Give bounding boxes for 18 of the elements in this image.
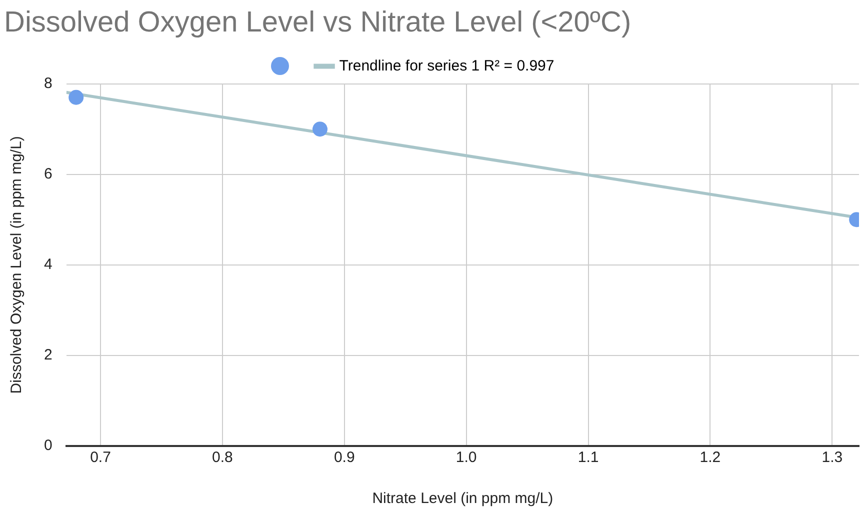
x-tick-label: 0.9 (334, 449, 355, 466)
y-tick-label: 8 (44, 74, 52, 92)
point (68, 90, 84, 105)
y-tick-label: 6 (44, 165, 52, 182)
y-axis-title: Dissolved Oxygen Level (in ppm mg/L) (8, 136, 26, 394)
x-tick-label: 1.3 (822, 449, 843, 466)
y-tick-label: 2 (44, 346, 52, 364)
point (312, 122, 328, 137)
legend-label: Trendline for series 1 R² = 0.997 (339, 57, 554, 74)
x-tick-label: 1.0 (456, 449, 477, 466)
x-tick-label: 0.8 (212, 449, 233, 466)
x-axis-title: Nitrate Level (in ppm mg/L) (372, 490, 554, 508)
x-tick-label: 0.7 (90, 449, 111, 466)
x-tick-label: 1.2 (700, 449, 721, 466)
x-tick-label: 1.1 (578, 449, 599, 466)
chart-title: Dissolved Oxygen Level vs Nitrate Level (<20ºC) (4, 6, 632, 38)
y-tick-label: 0 (44, 437, 52, 454)
y-tick-label: 4 (44, 256, 52, 274)
